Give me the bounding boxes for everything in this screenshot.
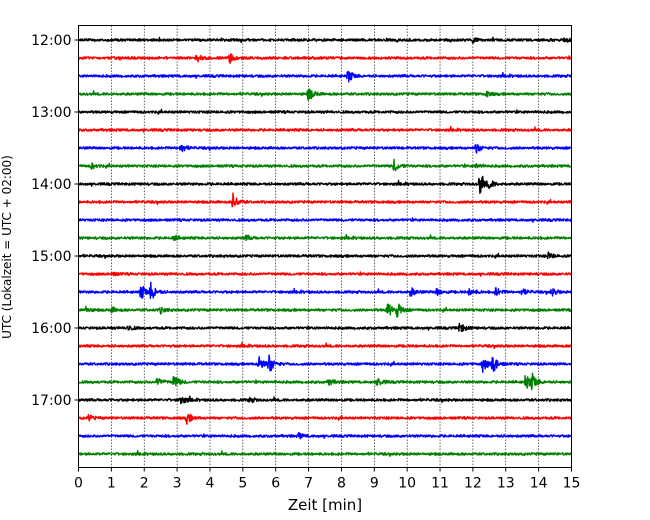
x-tick-label: 4 [206,476,215,492]
x-tick-label: 6 [271,476,280,492]
x-tick-label: 2 [140,476,149,492]
trace-1215 [78,53,573,65]
trace-1445 [78,233,573,242]
trace-1230 [77,70,572,83]
trace-1630 [77,354,573,374]
x-axis: 0 1 2 3 4 5 6 7 8 9 10 11 12 13 14 15 [74,467,581,492]
trace-1400 [77,175,572,194]
trace-1345 [77,158,572,172]
y-tick-label: 15:00 [31,249,71,265]
trace-1515 [77,271,573,277]
trace-1600 [77,322,573,333]
trace-1200 [78,36,572,44]
x-tick-label: 0 [74,476,83,492]
x-axis-label: Zeit [min] [288,496,362,514]
trace-1315 [77,125,573,133]
x-tick-label: 7 [304,476,313,492]
x-tick-label: 8 [337,476,346,492]
trace-1700 [78,395,573,405]
y-tick-label: 12:00 [31,33,71,49]
trace-1745 [77,449,573,457]
trace-1245 [77,88,573,101]
x-tick-label: 15 [563,476,581,492]
x-tick-label: 11 [431,476,449,492]
trace-1430 [77,217,572,223]
trace-1300 [77,108,573,115]
trace-1615 [77,341,572,349]
y-tick-label: 16:00 [31,321,71,337]
trace-1730 [77,431,572,440]
y-tick-label: 13:00 [31,105,71,121]
plot-frame [78,25,572,468]
x-tick-label: 12 [464,476,482,492]
trace-1645 [78,372,573,391]
x-tick-label: 3 [173,476,182,492]
x-tick-label: 13 [497,476,515,492]
y-tick-label: 14:00 [31,177,71,193]
x-tick-label: 1 [107,476,116,492]
y-axis: 12:00 13:00 14:00 15:00 16:00 17:00 [31,33,79,409]
x-tick-label: 5 [238,476,247,492]
trace-1545 [77,303,572,318]
x-tick-label: 9 [370,476,379,492]
trace-1330 [78,143,573,154]
trace-1530 [77,281,573,300]
y-tick-label: 17:00 [31,393,71,409]
trace-1715 [77,413,573,425]
x-tick-label: 10 [398,476,416,492]
trace-1415 [77,192,572,208]
x-tick-label: 14 [530,476,548,492]
traces [77,36,573,457]
trace-1500 [78,251,573,260]
y-axis-label: UTC (Lokalzeit = UTC + 02:00) [0,155,14,339]
